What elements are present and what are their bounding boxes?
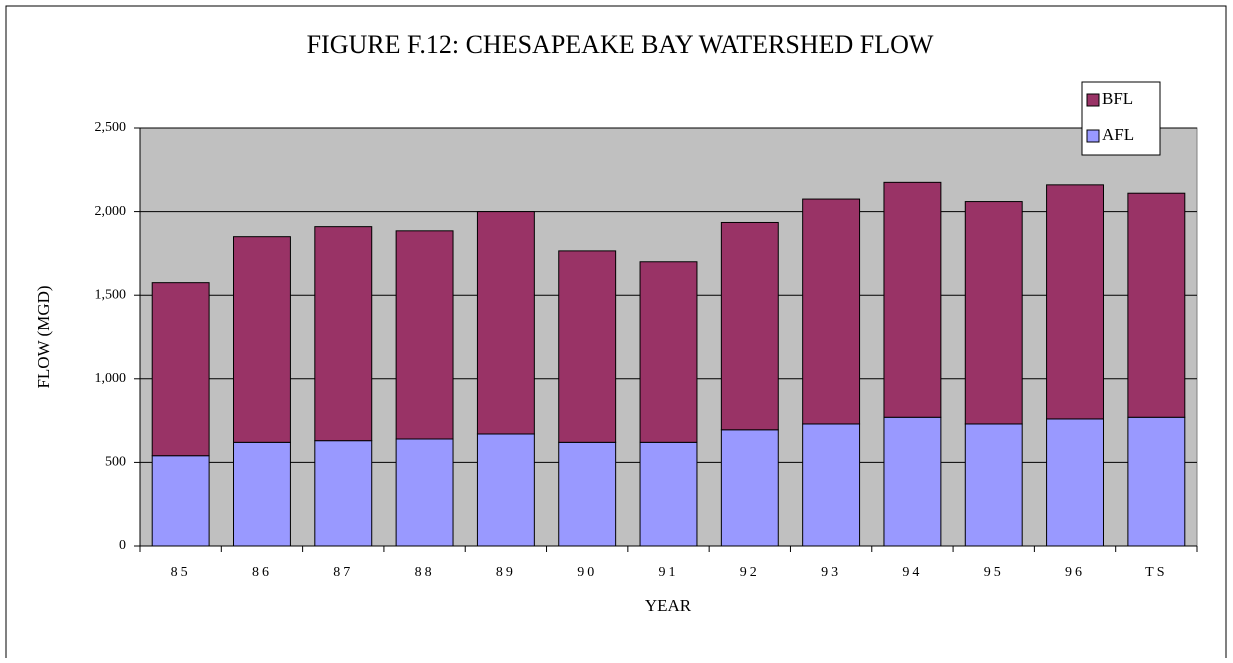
x-tick-label: 89 bbox=[496, 565, 516, 580]
bar-segment bbox=[883, 416, 942, 547]
legend-label: AFL bbox=[1102, 125, 1134, 144]
bar-segment bbox=[639, 261, 698, 443]
bar-segment bbox=[151, 455, 210, 547]
bar-segment bbox=[802, 198, 861, 425]
x-tick-label: 92 bbox=[740, 565, 760, 580]
legend-swatch bbox=[1086, 129, 1100, 143]
x-axis-label: YEAR bbox=[645, 596, 692, 615]
bar-segment bbox=[1046, 418, 1104, 547]
y-tick-label: 0 bbox=[119, 538, 126, 553]
y-tick-label: 1,500 bbox=[95, 287, 127, 302]
bar-segment bbox=[558, 441, 617, 547]
x-tick-label: TS bbox=[1145, 565, 1167, 580]
y-tick-label: 1,000 bbox=[95, 371, 127, 386]
x-tick-label: 93 bbox=[821, 565, 841, 580]
legend-label: BFL bbox=[1102, 89, 1133, 108]
bar-segment bbox=[314, 226, 373, 442]
bar-segment bbox=[1127, 192, 1186, 418]
x-tick-label: 91 bbox=[659, 565, 679, 580]
x-tick-label: 95 bbox=[984, 565, 1004, 580]
bar-segment bbox=[151, 282, 210, 457]
bar-segment bbox=[476, 433, 535, 547]
bar-segment bbox=[964, 423, 1023, 547]
bar-segment bbox=[558, 250, 617, 443]
bar-segment bbox=[1046, 184, 1104, 420]
x-tick-label: 86 bbox=[252, 565, 272, 580]
x-tick-label: 94 bbox=[902, 565, 922, 580]
y-axis-label: FLOW (MGD) bbox=[34, 285, 53, 388]
x-tick-label: 88 bbox=[415, 565, 435, 580]
legend-swatch bbox=[1086, 93, 1100, 107]
bar-segment bbox=[802, 423, 861, 547]
x-tick-label: 96 bbox=[1065, 565, 1085, 580]
y-tick-label: 2,000 bbox=[95, 204, 127, 219]
chart-title: FIGURE F.12: CHESAPEAKE BAY WATERSHED FL… bbox=[307, 30, 934, 59]
y-tick-label: 2,500 bbox=[95, 120, 127, 135]
y-tick-label: 500 bbox=[105, 455, 126, 470]
bar-segment bbox=[720, 429, 779, 547]
bar-segment bbox=[720, 221, 779, 431]
bar-segment bbox=[233, 236, 291, 443]
bar-segment bbox=[639, 441, 698, 547]
bar-segment bbox=[476, 211, 535, 435]
bar-segment bbox=[883, 181, 942, 418]
bar-segment bbox=[1127, 416, 1186, 547]
x-tick-label: 90 bbox=[577, 565, 597, 580]
bar-segment bbox=[964, 201, 1023, 425]
bar-segment bbox=[395, 230, 454, 440]
bar-segment bbox=[233, 441, 291, 547]
x-tick-label: 87 bbox=[333, 565, 353, 580]
bar-segment bbox=[314, 440, 373, 547]
bar-segment bbox=[395, 438, 454, 547]
x-tick-label: 85 bbox=[171, 565, 191, 580]
